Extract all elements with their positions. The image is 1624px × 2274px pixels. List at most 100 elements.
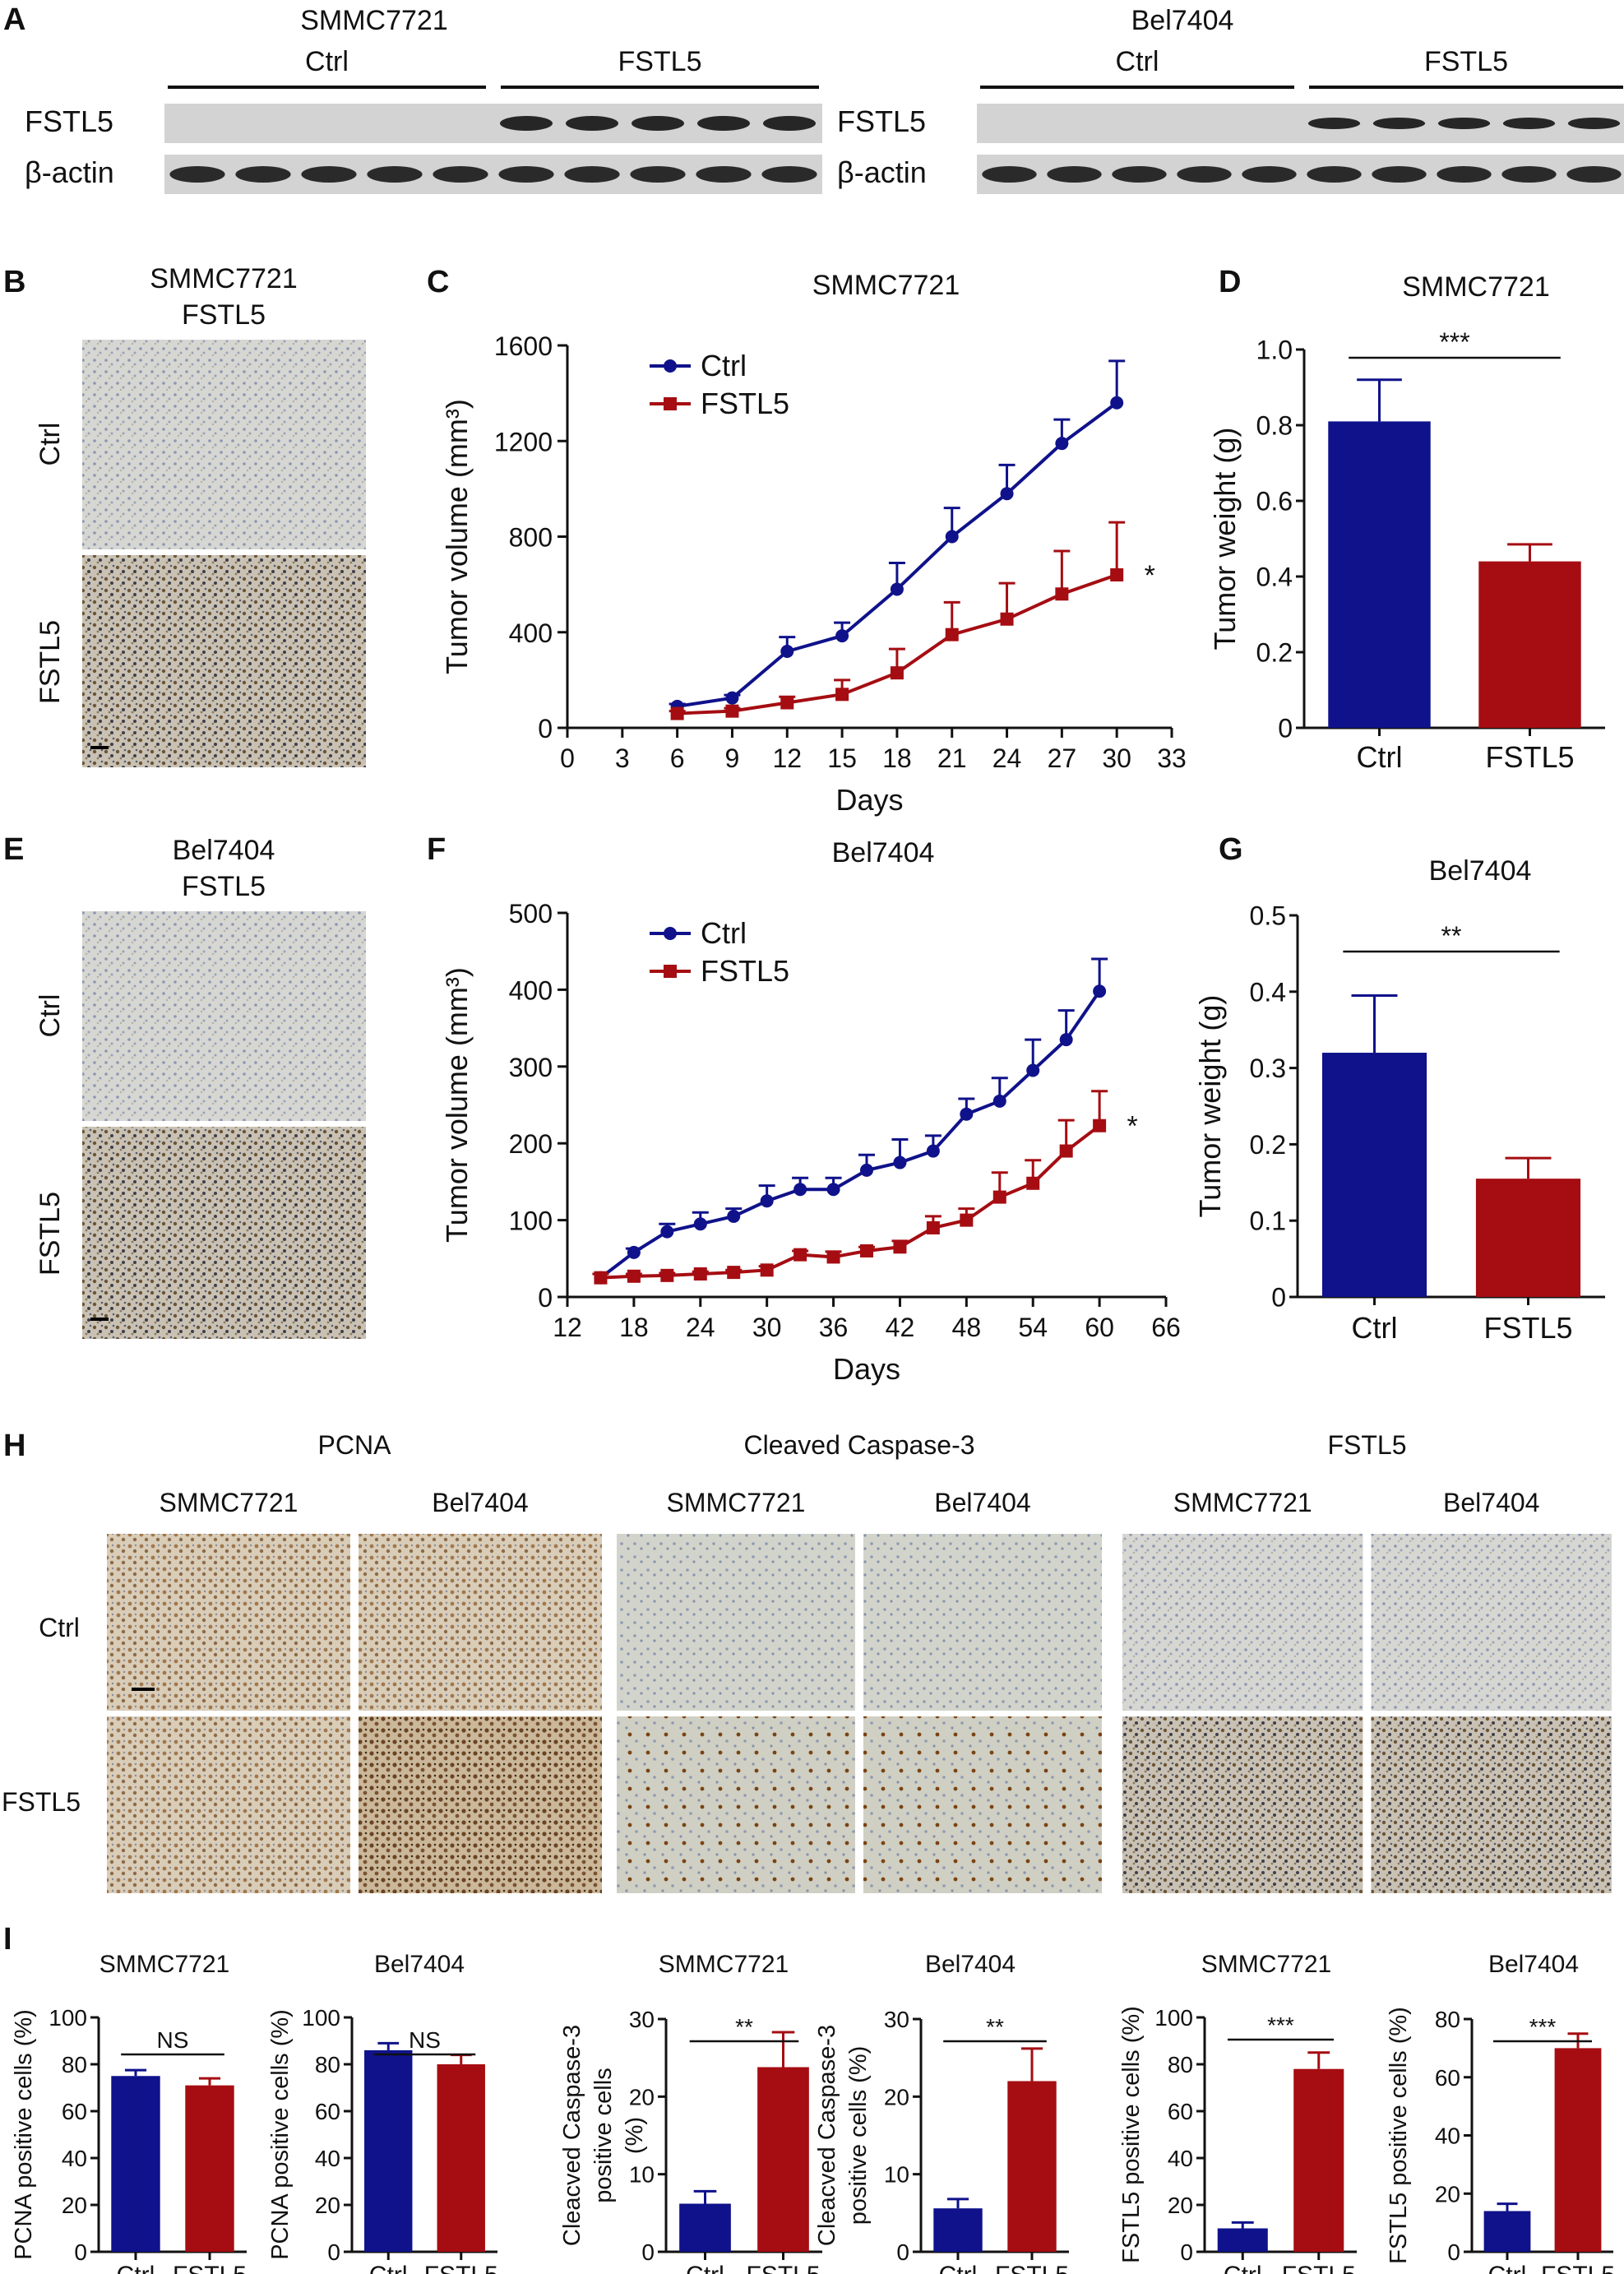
bar-chart-I4: Bel7404 0 10 20 30 Ctrl FSTL5 ** Cleacved Caspas…: [814, 1951, 1069, 2274]
blot-band: [763, 116, 816, 131]
data-point: [992, 1094, 1006, 1108]
y-tick-label: 80: [1168, 2052, 1193, 2077]
data-point: [992, 1190, 1006, 1204]
y-tick-label: 0.4: [1250, 977, 1286, 1007]
y-tick-label: 30: [629, 2007, 655, 2032]
bar: [1478, 561, 1581, 728]
y-axis-label: positive cells: [590, 2068, 617, 2202]
y-tick-label: 20: [629, 2084, 655, 2110]
y-axis-label: FSTL5 positive cells (%): [1386, 2007, 1412, 2264]
y-tick-label: 0: [1447, 2239, 1460, 2265]
ihc-image: [1122, 1534, 1363, 1711]
y-tick-label: 30: [884, 2007, 909, 2032]
y-tick-label: 1200: [494, 427, 553, 456]
data-point: [960, 1107, 974, 1121]
data-point: [693, 1267, 707, 1281]
ihc-title: SMMC7721: [150, 263, 298, 294]
bar-chart-I3: SMMC7721 0 10 20 30 Ctrl FSTL5 ** Cleacved Caspa…: [559, 1951, 822, 2274]
ihc-image-fstl5: [82, 1127, 366, 1339]
data-point: [1093, 984, 1107, 998]
significance-label: **: [735, 2014, 753, 2040]
data-point: [660, 1268, 674, 1282]
blot-band: [1372, 166, 1427, 183]
data-point: [780, 645, 794, 658]
y-axis-label: Cleacved Caspase-3: [814, 2025, 840, 2246]
y-tick-label: 80: [315, 2052, 340, 2077]
data-point: [926, 1144, 940, 1158]
data-point: [725, 704, 739, 718]
x-tick-label: Ctrl: [686, 2262, 724, 2274]
ihc-marker-label: FSTL5: [1327, 1430, 1406, 1460]
y-tick-label: 0.4: [1256, 563, 1293, 592]
data-point: [727, 1209, 741, 1223]
blot-band: [235, 166, 291, 183]
legend-marker: [664, 359, 677, 373]
y-tick-label: 0.3: [1250, 1054, 1286, 1083]
blot-band: [1566, 166, 1622, 183]
panel-letter-B: B: [3, 265, 25, 299]
legend-label: FSTL5: [701, 387, 789, 420]
data-point: [1026, 1176, 1040, 1190]
ihc-cell-line-label: SMMC7721: [160, 1488, 298, 1517]
y-tick-label: 0: [896, 2239, 909, 2265]
ihc-image: [359, 1716, 602, 1893]
data-point: [693, 1217, 707, 1231]
y-tick-label: 20: [1168, 2193, 1193, 2218]
bar-chart-I2: Bel7404 0 20 40 60 80 100 Ctrl FSTL5 NS PCNA posit…: [267, 1951, 498, 2274]
x-tick-label: 21: [937, 743, 967, 773]
x-tick-label: 66: [1151, 1313, 1181, 1342]
y-axis-label: Tumor weight (g): [1193, 995, 1227, 1218]
blot-band: [498, 166, 554, 183]
y-tick-label: 40: [315, 2146, 340, 2171]
x-tick-label: 48: [952, 1313, 982, 1342]
y-tick-label: 800: [509, 523, 553, 553]
blot-row-label: β-actin: [25, 155, 114, 189]
data-point: [960, 1213, 974, 1227]
x-tick-label: 27: [1048, 743, 1077, 773]
blot-band: [697, 116, 750, 131]
bar: [679, 2203, 731, 2252]
x-tick-label: 12: [553, 1313, 582, 1342]
x-tick-label: 42: [886, 1313, 915, 1342]
blot-band: [367, 166, 423, 183]
x-tick-label: 36: [819, 1313, 849, 1342]
ihc-marker-label: Cleaved Caspase-3: [743, 1430, 974, 1460]
data-point: [890, 666, 904, 680]
significance-label: NS: [157, 2027, 189, 2053]
blot-band: [1242, 166, 1297, 183]
ihc-row-label: Ctrl: [35, 994, 66, 1038]
ihc-row-label: Ctrl: [35, 423, 66, 466]
data-point: [727, 1266, 741, 1280]
blot-band: [632, 116, 684, 131]
ihc-image-fstl5: [82, 555, 366, 767]
ihc-title: Bel7404: [173, 835, 275, 866]
panel-letter-G: G: [1219, 832, 1243, 867]
legend-marker: [664, 397, 677, 410]
blot-band: [169, 166, 225, 183]
x-tick-label: 30: [1102, 743, 1131, 773]
ihc-cell-line-label: Bel7404: [934, 1488, 1030, 1517]
ihc-image: [863, 1534, 1102, 1711]
blot-band: [1437, 118, 1491, 129]
panel-letter-C: C: [427, 265, 449, 299]
x-tick-label: Ctrl: [1357, 740, 1403, 774]
x-tick-label: 24: [992, 743, 1022, 773]
x-tick-label: FSTL5: [1541, 2262, 1615, 2274]
blot-band: [982, 166, 1037, 183]
y-tick-label: 0.1: [1250, 1206, 1286, 1236]
y-tick-label: 0: [538, 714, 553, 743]
y-tick-label: 20: [62, 2193, 87, 2218]
x-tick-label: FSTL5: [424, 2262, 498, 2274]
data-point: [945, 628, 959, 641]
legend-label: Ctrl: [701, 349, 747, 382]
data-point: [1000, 487, 1014, 501]
ihc-image: [1122, 1716, 1363, 1893]
y-tick-label: 80: [62, 2052, 87, 2077]
blot-band: [301, 166, 357, 183]
panel-h: PCNA SMMC7721 Bel7404 Cleaved Caspase-3 SMMC…: [2, 1430, 1612, 1893]
y-tick-label: 10: [629, 2162, 655, 2188]
y-tick-label: 0: [538, 1283, 553, 1313]
panel-letter-E: E: [3, 832, 24, 867]
x-tick-label: FSTL5: [1282, 2262, 1356, 2274]
data-point: [835, 629, 849, 643]
